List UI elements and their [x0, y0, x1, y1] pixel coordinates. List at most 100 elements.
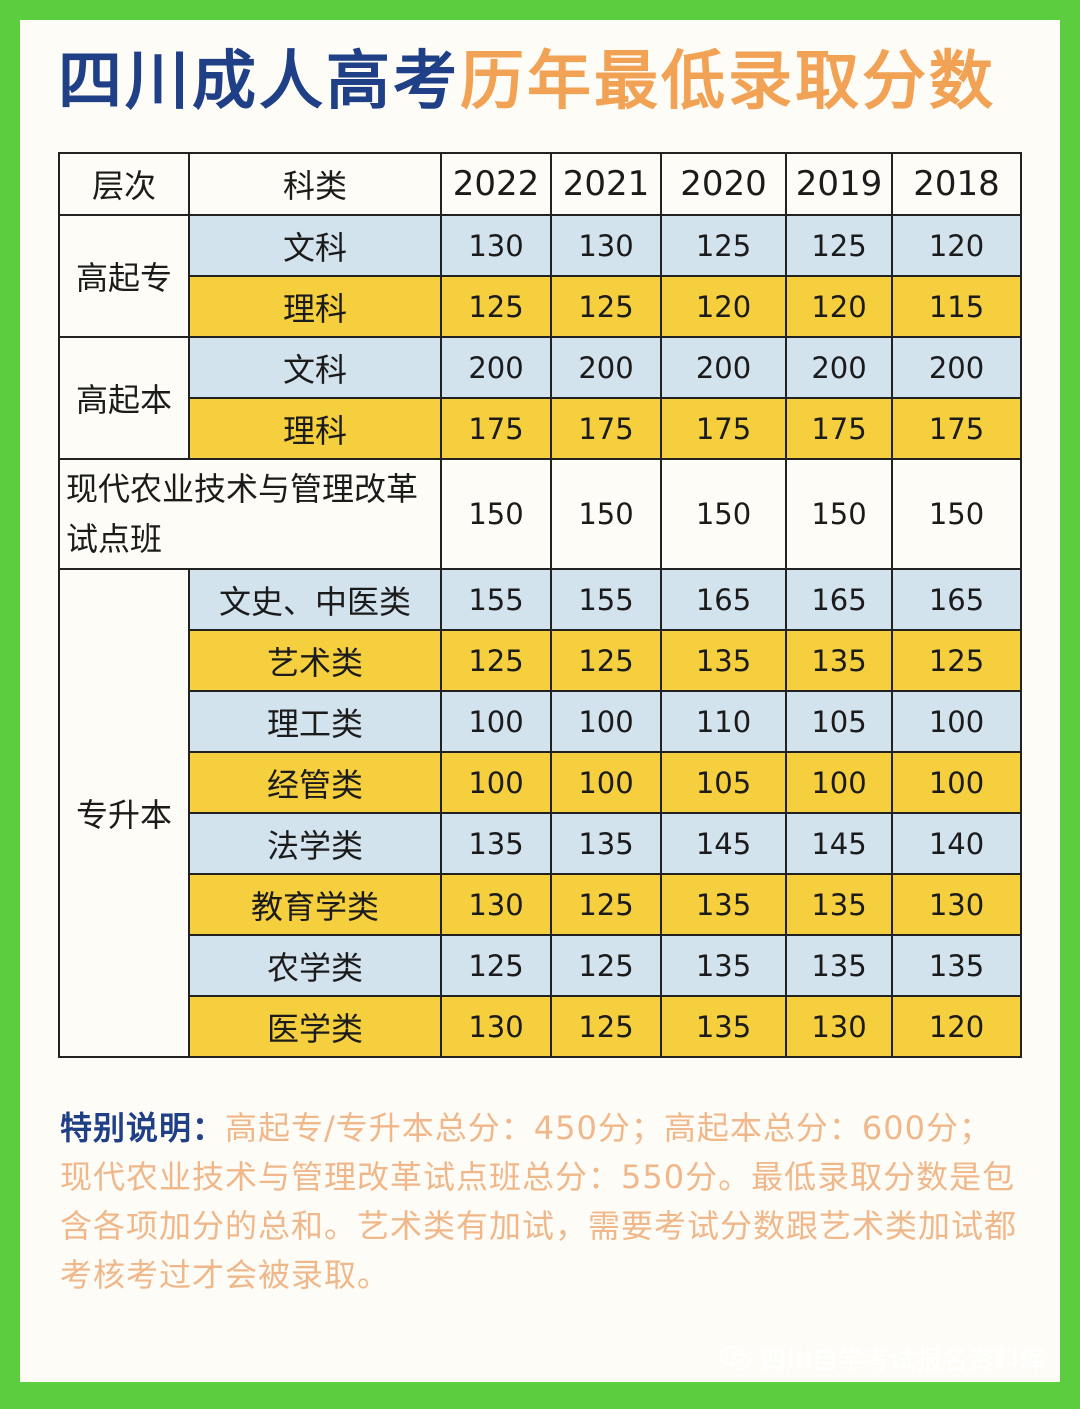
level-cell: 高起专 [58, 214, 190, 338]
special-note: 特别说明：高起专/专升本总分：450分；高起本总分：600分；现代农业技术与管理… [60, 1104, 1020, 1300]
header-year: 2020 [660, 152, 787, 216]
table-row: 医学类 130 125 135 130 120 [59, 995, 1022, 1058]
score-cell: 135 [660, 873, 787, 936]
table-row: 高起专 文科 130 130 125 125 120 [58, 214, 1022, 338]
score-cell: 155 [440, 568, 552, 631]
table-row: 现代农业技术与管理改革试点班 150 150 150 150 150 [58, 458, 1022, 570]
score-cell: 145 [660, 812, 787, 875]
score-cell: 175 [891, 397, 1022, 460]
table-row: 高起本 文科 200 200 200 200 200 [58, 336, 1022, 460]
score-cell: 120 [660, 275, 787, 338]
source-name: 四川自学考试报名资料库 [759, 1346, 1046, 1376]
score-cell: 115 [891, 275, 1022, 338]
category-cell: 医学类 [188, 995, 442, 1058]
score-cell: 165 [660, 568, 787, 631]
score-cell: 150 [891, 458, 1022, 570]
score-cell: 175 [440, 397, 552, 460]
category-cell: 理工类 [188, 690, 442, 753]
score-cell: 165 [785, 568, 893, 631]
score-cell: 120 [891, 214, 1022, 277]
score-cell: 175 [550, 397, 662, 460]
score-cell: 150 [660, 458, 787, 570]
score-cell: 140 [891, 812, 1022, 875]
score-cell: 125 [550, 629, 662, 692]
score-cell: 135 [891, 934, 1022, 997]
score-cell: 125 [440, 934, 552, 997]
table-row: 农学类 125 125 135 135 135 [59, 934, 1022, 997]
score-cell: 100 [785, 751, 893, 814]
score-cell: 130 [440, 214, 552, 277]
score-cell: 135 [785, 934, 893, 997]
score-cell: 125 [440, 275, 552, 338]
score-cell: 200 [550, 336, 662, 399]
table-row: 专升本 文史、中医类 155 155 165 165 165 [58, 568, 1022, 1058]
score-cell: 125 [550, 275, 662, 338]
table-row: 教育学类 130 125 135 135 130 [59, 873, 1022, 936]
score-cell: 150 [550, 458, 662, 570]
score-cell: 135 [785, 629, 893, 692]
score-cell: 125 [440, 629, 552, 692]
score-cell: 145 [785, 812, 893, 875]
score-cell: 175 [785, 397, 893, 460]
score-cell: 125 [550, 873, 662, 936]
category-cell: 理科 [188, 275, 442, 338]
score-cell: 130 [550, 214, 662, 277]
level-cell: 专升本 [58, 568, 190, 1058]
score-cell: 155 [550, 568, 662, 631]
score-cell: 130 [891, 873, 1022, 936]
score-table: 层次 科类 2022 2021 2020 2019 2018 高起专 文科 13… [58, 152, 1022, 1058]
score-cell: 120 [785, 275, 893, 338]
header-category: 科类 [188, 152, 442, 216]
score-cell: 135 [660, 995, 787, 1058]
score-cell: 100 [891, 690, 1022, 753]
table-row: 理科 125 125 120 120 115 [59, 275, 1022, 338]
category-cell: 文科 [188, 336, 442, 399]
title-part-2: 历年最低录取分数 [460, 45, 996, 119]
score-cell: 125 [660, 214, 787, 277]
level-cell: 现代农业技术与管理改革试点班 [58, 458, 442, 570]
score-cell: 135 [660, 934, 787, 997]
score-cell: 175 [660, 397, 787, 460]
category-cell: 文史、中医类 [188, 568, 442, 631]
score-cell: 100 [550, 751, 662, 814]
score-cell: 100 [440, 690, 552, 753]
score-cell: 120 [891, 995, 1022, 1058]
category-cell: 艺术类 [188, 629, 442, 692]
score-cell: 130 [440, 995, 552, 1058]
category-cell: 文科 [188, 214, 442, 277]
category-cell: 经管类 [188, 751, 442, 814]
score-cell: 135 [785, 873, 893, 936]
category-cell: 教育学类 [188, 873, 442, 936]
score-cell: 105 [785, 690, 893, 753]
score-cell: 150 [440, 458, 552, 570]
note-text: 高起专/专升本总分：450分；高起本总分：600分；现代农业技术与管理改革试点班… [60, 1109, 1018, 1294]
score-cell: 125 [550, 934, 662, 997]
score-cell: 200 [660, 336, 787, 399]
score-cell: 200 [891, 336, 1022, 399]
score-cell: 130 [785, 995, 893, 1058]
score-cell: 165 [891, 568, 1022, 631]
category-cell: 农学类 [188, 934, 442, 997]
header-year: 2022 [440, 152, 552, 216]
source-watermark: 四川自学考试报名资料库 [718, 1340, 1046, 1377]
score-cell: 130 [440, 873, 552, 936]
title-part-1: 四川成人高考 [58, 45, 460, 119]
score-cell: 200 [440, 336, 552, 399]
score-cell: 100 [440, 751, 552, 814]
table-row: 理科 175 175 175 175 175 [59, 397, 1022, 460]
score-cell: 135 [660, 629, 787, 692]
score-cell: 125 [550, 995, 662, 1058]
table-row: 艺术类 125 125 135 135 125 [59, 629, 1022, 692]
header-year: 2021 [550, 152, 662, 216]
score-cell: 150 [785, 458, 893, 570]
score-cell: 100 [550, 690, 662, 753]
table-row: 理工类 100 100 110 105 100 [59, 690, 1022, 753]
header-year: 2018 [891, 152, 1022, 216]
category-cell: 理科 [188, 397, 442, 460]
table-header-row: 层次 科类 2022 2021 2020 2019 2018 [58, 152, 1022, 216]
score-cell: 135 [550, 812, 662, 875]
wechat-icon [718, 1345, 752, 1373]
score-cell: 125 [785, 214, 893, 277]
score-cell: 200 [785, 336, 893, 399]
score-cell: 135 [440, 812, 552, 875]
